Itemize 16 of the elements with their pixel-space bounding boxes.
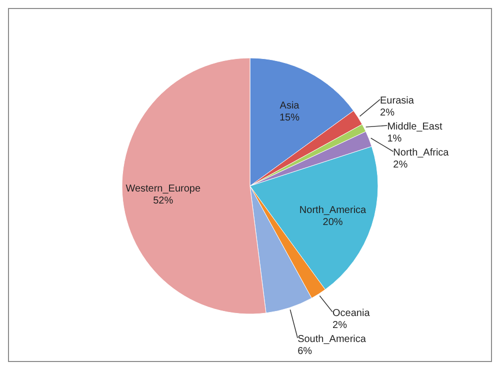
data-label: 2% <box>380 107 395 118</box>
data-label: 6% <box>298 346 312 358</box>
data-label: 2% <box>332 320 348 332</box>
slice-label: Middle_East <box>387 121 442 132</box>
slice-label: North_America <box>299 204 367 216</box>
slice-label: North_Africa <box>393 147 450 158</box>
slice-label: South_America <box>298 334 366 346</box>
slice-label: Western_Europe <box>126 183 201 194</box>
data-label: 15% <box>280 112 300 124</box>
slice-label: Oceania <box>332 308 370 320</box>
slice-label: Asia <box>280 100 300 112</box>
data-label: 1% <box>387 133 402 144</box>
slice-label: Eurasia <box>380 95 414 106</box>
data-label: 52% <box>153 195 174 206</box>
data-label: 2% <box>393 159 408 170</box>
data-label: 20% <box>322 216 343 228</box>
